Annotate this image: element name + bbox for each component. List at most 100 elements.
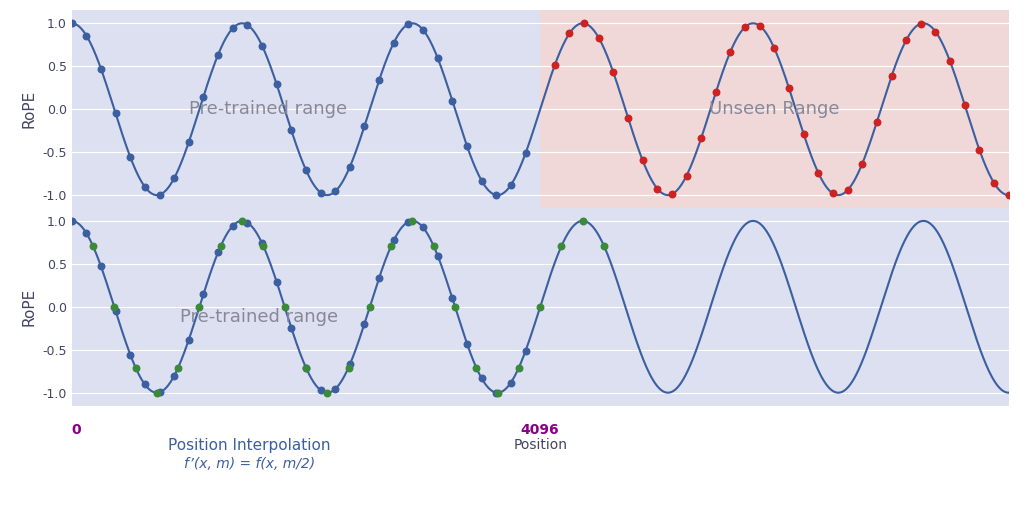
Point <box>240 21 256 29</box>
Point <box>240 218 256 227</box>
Point <box>574 217 591 225</box>
Point <box>912 20 929 28</box>
Point <box>85 242 101 250</box>
Point <box>517 347 534 355</box>
Point <box>473 176 489 185</box>
Point <box>386 236 402 244</box>
Point <box>210 50 226 59</box>
Point <box>766 44 782 53</box>
Point <box>971 146 987 154</box>
Point <box>489 388 506 397</box>
Point <box>63 217 80 225</box>
Point <box>547 61 563 69</box>
Point <box>106 303 123 311</box>
Text: Extrapolation: Extrapolation <box>723 241 825 256</box>
Bar <box>541 10 1009 208</box>
Point <box>224 24 241 32</box>
Y-axis label: RoPE: RoPE <box>22 90 37 128</box>
Point <box>553 242 569 250</box>
Point <box>488 191 505 199</box>
Text: Position Interpolation: Position Interpolation <box>169 438 331 453</box>
Point <box>1000 191 1017 199</box>
Point <box>649 185 666 193</box>
Point <box>444 294 461 303</box>
Point <box>319 388 336 397</box>
Point <box>488 388 505 397</box>
Point <box>371 274 387 282</box>
Point <box>459 142 475 150</box>
Text: 0: 0 <box>72 423 81 437</box>
Point <box>78 229 94 237</box>
Point <box>868 118 885 126</box>
Point <box>664 190 680 198</box>
Text: Pre-trained range: Pre-trained range <box>180 308 338 326</box>
Point <box>166 372 182 380</box>
Point <box>298 166 314 174</box>
Text: Pre-trained range: Pre-trained range <box>189 100 347 118</box>
Point <box>383 242 399 250</box>
Text: 2048: 2048 <box>521 225 559 239</box>
Point <box>532 303 549 311</box>
Point <box>196 93 212 101</box>
Point <box>298 363 314 372</box>
Point <box>473 374 489 382</box>
Point <box>255 242 271 250</box>
Point <box>356 122 373 130</box>
Text: Normal: Normal <box>241 241 296 256</box>
Y-axis label: RoPE: RoPE <box>22 288 37 326</box>
Point <box>884 72 900 81</box>
Point <box>93 262 110 270</box>
Point <box>196 290 212 298</box>
Point <box>605 68 622 76</box>
Point <box>213 242 229 250</box>
Point <box>503 379 519 387</box>
Point <box>468 363 484 372</box>
Text: Unseen Range: Unseen Range <box>710 100 840 118</box>
Text: Position: Position <box>513 438 567 452</box>
Bar <box>72 10 541 208</box>
Point <box>122 153 138 161</box>
Point <box>152 388 168 396</box>
Point <box>180 335 197 344</box>
Point <box>928 28 944 36</box>
Point <box>678 172 694 180</box>
Point <box>575 19 592 28</box>
Point <box>233 217 250 225</box>
Bar <box>72 208 1009 406</box>
Point <box>63 19 80 28</box>
Point <box>446 303 463 311</box>
Point <box>400 218 417 226</box>
Text: 4096: 4096 <box>970 225 1009 239</box>
Point <box>78 31 94 40</box>
Point <box>824 189 841 198</box>
Point <box>942 57 958 66</box>
Point <box>268 80 285 88</box>
Point <box>327 385 343 393</box>
Point <box>511 363 527 372</box>
Point <box>444 97 461 105</box>
Point <box>127 363 143 372</box>
Point <box>810 168 826 177</box>
Point <box>148 388 165 397</box>
Point <box>327 187 343 196</box>
Point <box>108 307 124 315</box>
Point <box>361 303 378 311</box>
Point <box>429 252 445 260</box>
Point <box>152 190 168 199</box>
Point <box>283 126 299 134</box>
Point <box>191 303 208 311</box>
Point <box>415 25 431 34</box>
Point <box>371 76 387 84</box>
Point <box>166 174 182 183</box>
Point <box>93 64 110 73</box>
Point <box>429 54 445 62</box>
Point <box>170 363 186 372</box>
Point <box>796 130 812 138</box>
Point <box>596 242 612 250</box>
Text: f’(x, m) = f(x, m/2): f’(x, m) = f(x, m/2) <box>184 457 315 471</box>
Point <box>854 160 870 168</box>
Point <box>840 186 856 194</box>
Point <box>400 20 417 29</box>
Point <box>356 319 373 328</box>
Point <box>752 22 768 30</box>
